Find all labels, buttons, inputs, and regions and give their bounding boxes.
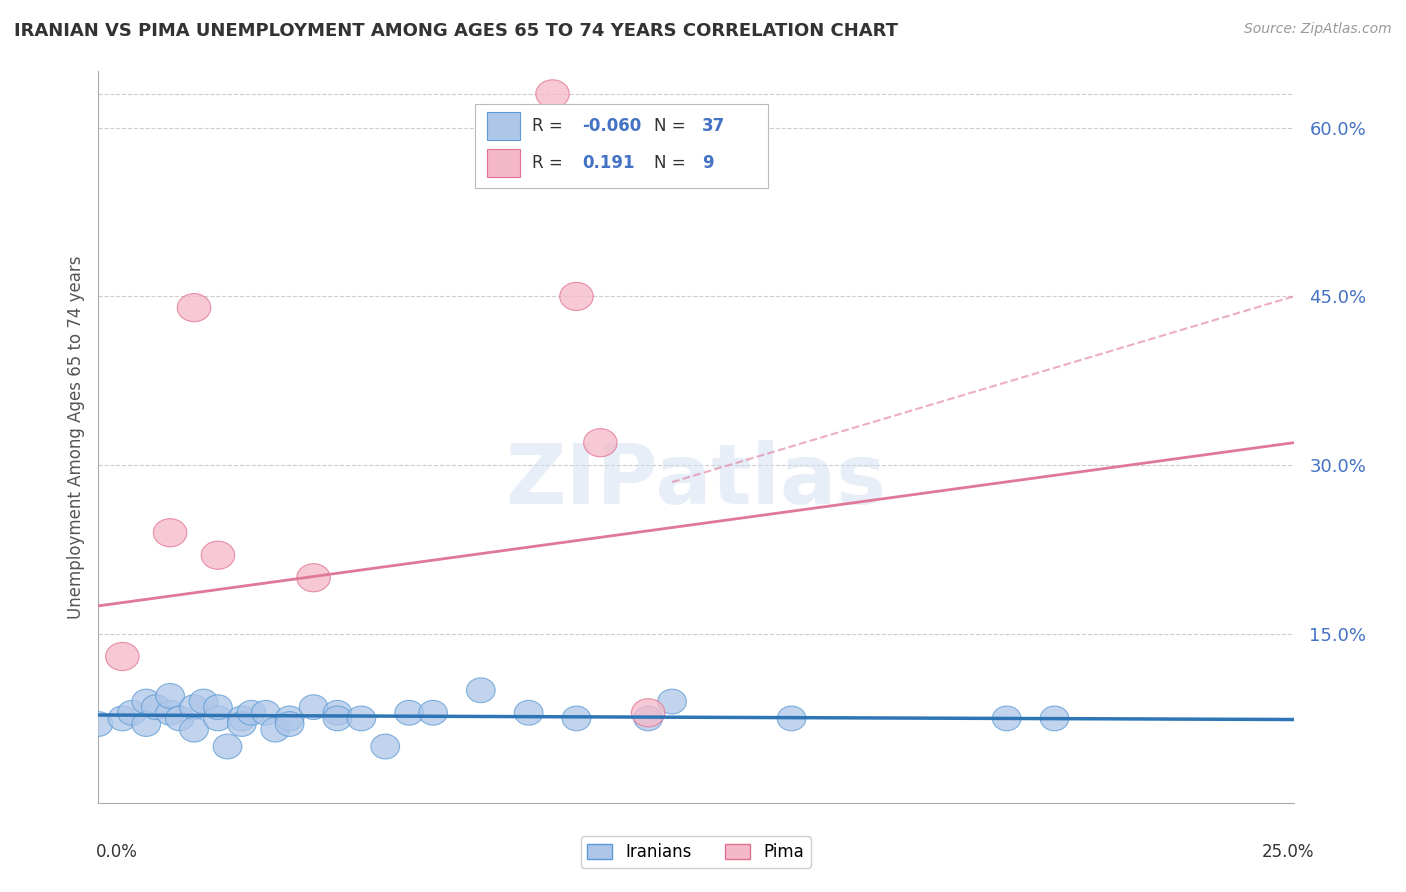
Ellipse shape — [214, 734, 242, 759]
Ellipse shape — [276, 712, 304, 737]
Ellipse shape — [993, 706, 1021, 731]
Ellipse shape — [515, 700, 543, 725]
Ellipse shape — [201, 541, 235, 569]
Text: -0.060: -0.060 — [582, 117, 641, 136]
Ellipse shape — [228, 706, 256, 731]
Ellipse shape — [1040, 706, 1069, 731]
Ellipse shape — [166, 706, 194, 731]
Text: IRANIAN VS PIMA UNEMPLOYMENT AMONG AGES 65 TO 74 YEARS CORRELATION CHART: IRANIAN VS PIMA UNEMPLOYMENT AMONG AGES … — [14, 22, 898, 40]
Text: 0.191: 0.191 — [582, 153, 636, 172]
Ellipse shape — [323, 706, 352, 731]
Text: Source: ZipAtlas.com: Source: ZipAtlas.com — [1244, 22, 1392, 37]
Text: R =: R = — [533, 117, 568, 136]
FancyBboxPatch shape — [486, 112, 520, 140]
Ellipse shape — [262, 717, 290, 742]
Ellipse shape — [299, 695, 328, 720]
Ellipse shape — [180, 695, 208, 720]
Ellipse shape — [153, 518, 187, 547]
Text: 0.0%: 0.0% — [96, 843, 138, 861]
Ellipse shape — [180, 717, 208, 742]
Ellipse shape — [395, 700, 423, 725]
Ellipse shape — [562, 706, 591, 731]
Text: N =: N = — [654, 117, 690, 136]
Ellipse shape — [156, 700, 184, 725]
Ellipse shape — [536, 79, 569, 108]
Ellipse shape — [228, 712, 256, 737]
Ellipse shape — [467, 678, 495, 703]
Ellipse shape — [204, 706, 232, 731]
Ellipse shape — [204, 695, 232, 720]
Ellipse shape — [190, 690, 218, 714]
Ellipse shape — [276, 706, 304, 731]
Ellipse shape — [631, 698, 665, 727]
Legend: Iranians, Pima: Iranians, Pima — [581, 837, 811, 868]
Ellipse shape — [132, 712, 160, 737]
Ellipse shape — [252, 700, 280, 725]
Ellipse shape — [778, 706, 806, 731]
Ellipse shape — [238, 700, 266, 725]
Ellipse shape — [297, 564, 330, 591]
Text: N =: N = — [654, 153, 690, 172]
Text: R =: R = — [533, 153, 568, 172]
Ellipse shape — [347, 706, 375, 731]
Ellipse shape — [105, 642, 139, 671]
Ellipse shape — [583, 429, 617, 457]
Ellipse shape — [658, 690, 686, 714]
Ellipse shape — [560, 283, 593, 310]
FancyBboxPatch shape — [475, 104, 768, 188]
Ellipse shape — [84, 712, 112, 737]
Text: 37: 37 — [702, 117, 725, 136]
Ellipse shape — [132, 690, 160, 714]
Ellipse shape — [323, 700, 352, 725]
Text: 25.0%: 25.0% — [1263, 843, 1315, 861]
Ellipse shape — [108, 706, 136, 731]
Y-axis label: Unemployment Among Ages 65 to 74 years: Unemployment Among Ages 65 to 74 years — [66, 255, 84, 619]
Ellipse shape — [419, 700, 447, 725]
Ellipse shape — [634, 706, 662, 731]
Ellipse shape — [371, 734, 399, 759]
FancyBboxPatch shape — [486, 149, 520, 177]
Ellipse shape — [177, 293, 211, 322]
Ellipse shape — [156, 683, 184, 708]
Ellipse shape — [142, 695, 170, 720]
Text: 9: 9 — [702, 153, 714, 172]
Text: ZIPatlas: ZIPatlas — [506, 441, 886, 522]
Ellipse shape — [118, 700, 146, 725]
